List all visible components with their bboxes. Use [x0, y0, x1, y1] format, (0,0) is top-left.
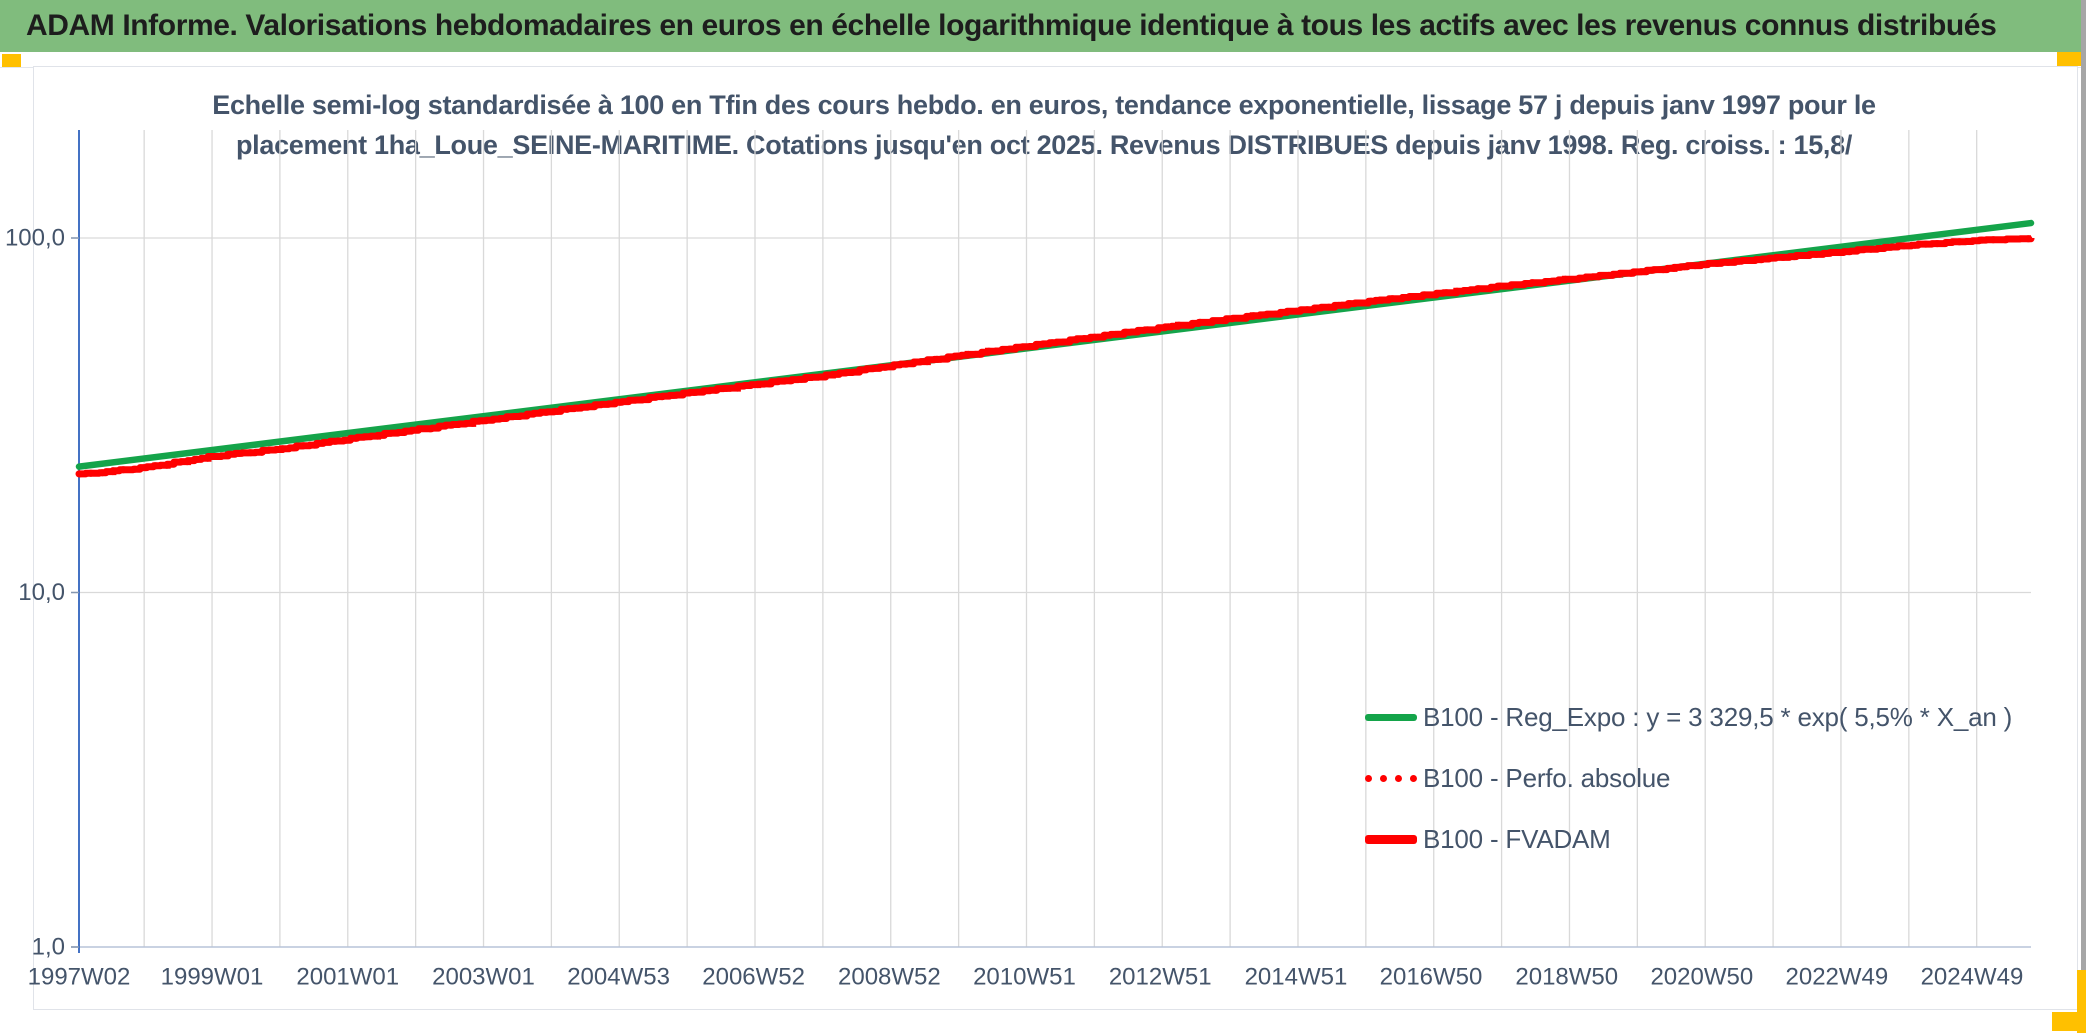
legend-label: B100 - Reg_Expo : y = 3 329,5 * exp( 5,5… [1423, 702, 2013, 732]
x-axis-tick-label: 2004W53 [567, 963, 670, 990]
x-axis-tick-label: 2022W49 [1786, 963, 1889, 990]
chart-title-line1: Echelle semi-log standardisée à 100 en T… [212, 90, 1876, 120]
legend-item: B100 - Perfo. absolue [1365, 748, 2012, 809]
header-title: ADAM Informe. Valorisations hebdomadaire… [26, 9, 1997, 42]
legend-item: B100 - Reg_Expo : y = 3 329,5 * exp( 5,5… [1365, 687, 2012, 748]
x-axis-tick-label: 2018W50 [1515, 963, 1618, 990]
legend-item: B100 - FVADAM [1365, 809, 2012, 870]
x-axis-tick-label: 2012W51 [1109, 963, 1212, 990]
bottom-strip [0, 1010, 2081, 1033]
x-axis-tick-label: 2016W50 [1380, 963, 1483, 990]
header-bar: ADAM Informe. Valorisations hebdomadaire… [0, 0, 2081, 52]
legend-swatch-solid-2 [1365, 835, 1417, 844]
legend-swatch-dotted-1 [1365, 775, 1417, 782]
x-axis-tick-label: 1997W02 [28, 963, 131, 990]
x-axis-tick-label: 2024W49 [1921, 963, 2024, 990]
x-axis-tick-label: 2008W52 [838, 963, 941, 990]
y-axis-tick-label: 1,0 [32, 933, 65, 960]
y-axis-tick-label: 100,0 [5, 224, 65, 251]
x-axis-tick-label: 2020W50 [1650, 963, 1753, 990]
chart-title: Echelle semi-log standardisée à 100 en T… [34, 85, 2054, 165]
x-axis-tick-label: 2003W01 [432, 963, 535, 990]
chart-legend: B100 - Reg_Expo : y = 3 329,5 * exp( 5,5… [1365, 687, 2012, 870]
y-axis-tick-label: 10,0 [18, 579, 65, 606]
x-axis-tick-label: 2006W52 [702, 963, 805, 990]
x-axis-tick-label: 1999W01 [161, 963, 264, 990]
corner-marker-bottom-right [2052, 1012, 2078, 1031]
corner-marker-top-right [2057, 52, 2081, 66]
x-axis-tick-label: 2010W51 [973, 963, 1076, 990]
chart-title-line2: placement 1ha_Loue_SEINE-MARITIME. Cotat… [235, 130, 1853, 160]
legend-label: B100 - Perfo. absolue [1423, 763, 1671, 793]
legend-swatch-solid-0 [1365, 714, 1417, 721]
corner-marker-top-left [2, 54, 21, 67]
x-axis-tick-label: 2001W01 [296, 963, 399, 990]
chart-object[interactable]: Echelle semi-log standardisée à 100 en T… [5, 66, 2078, 1010]
screen-edge-strip [2081, 0, 2086, 970]
screen-edge-accent [2077, 970, 2086, 1033]
x-axis-tick-label: 2014W51 [1245, 963, 1348, 990]
legend-label: B100 - FVADAM [1423, 824, 1611, 854]
series-fvadam-line [79, 235, 2035, 478]
